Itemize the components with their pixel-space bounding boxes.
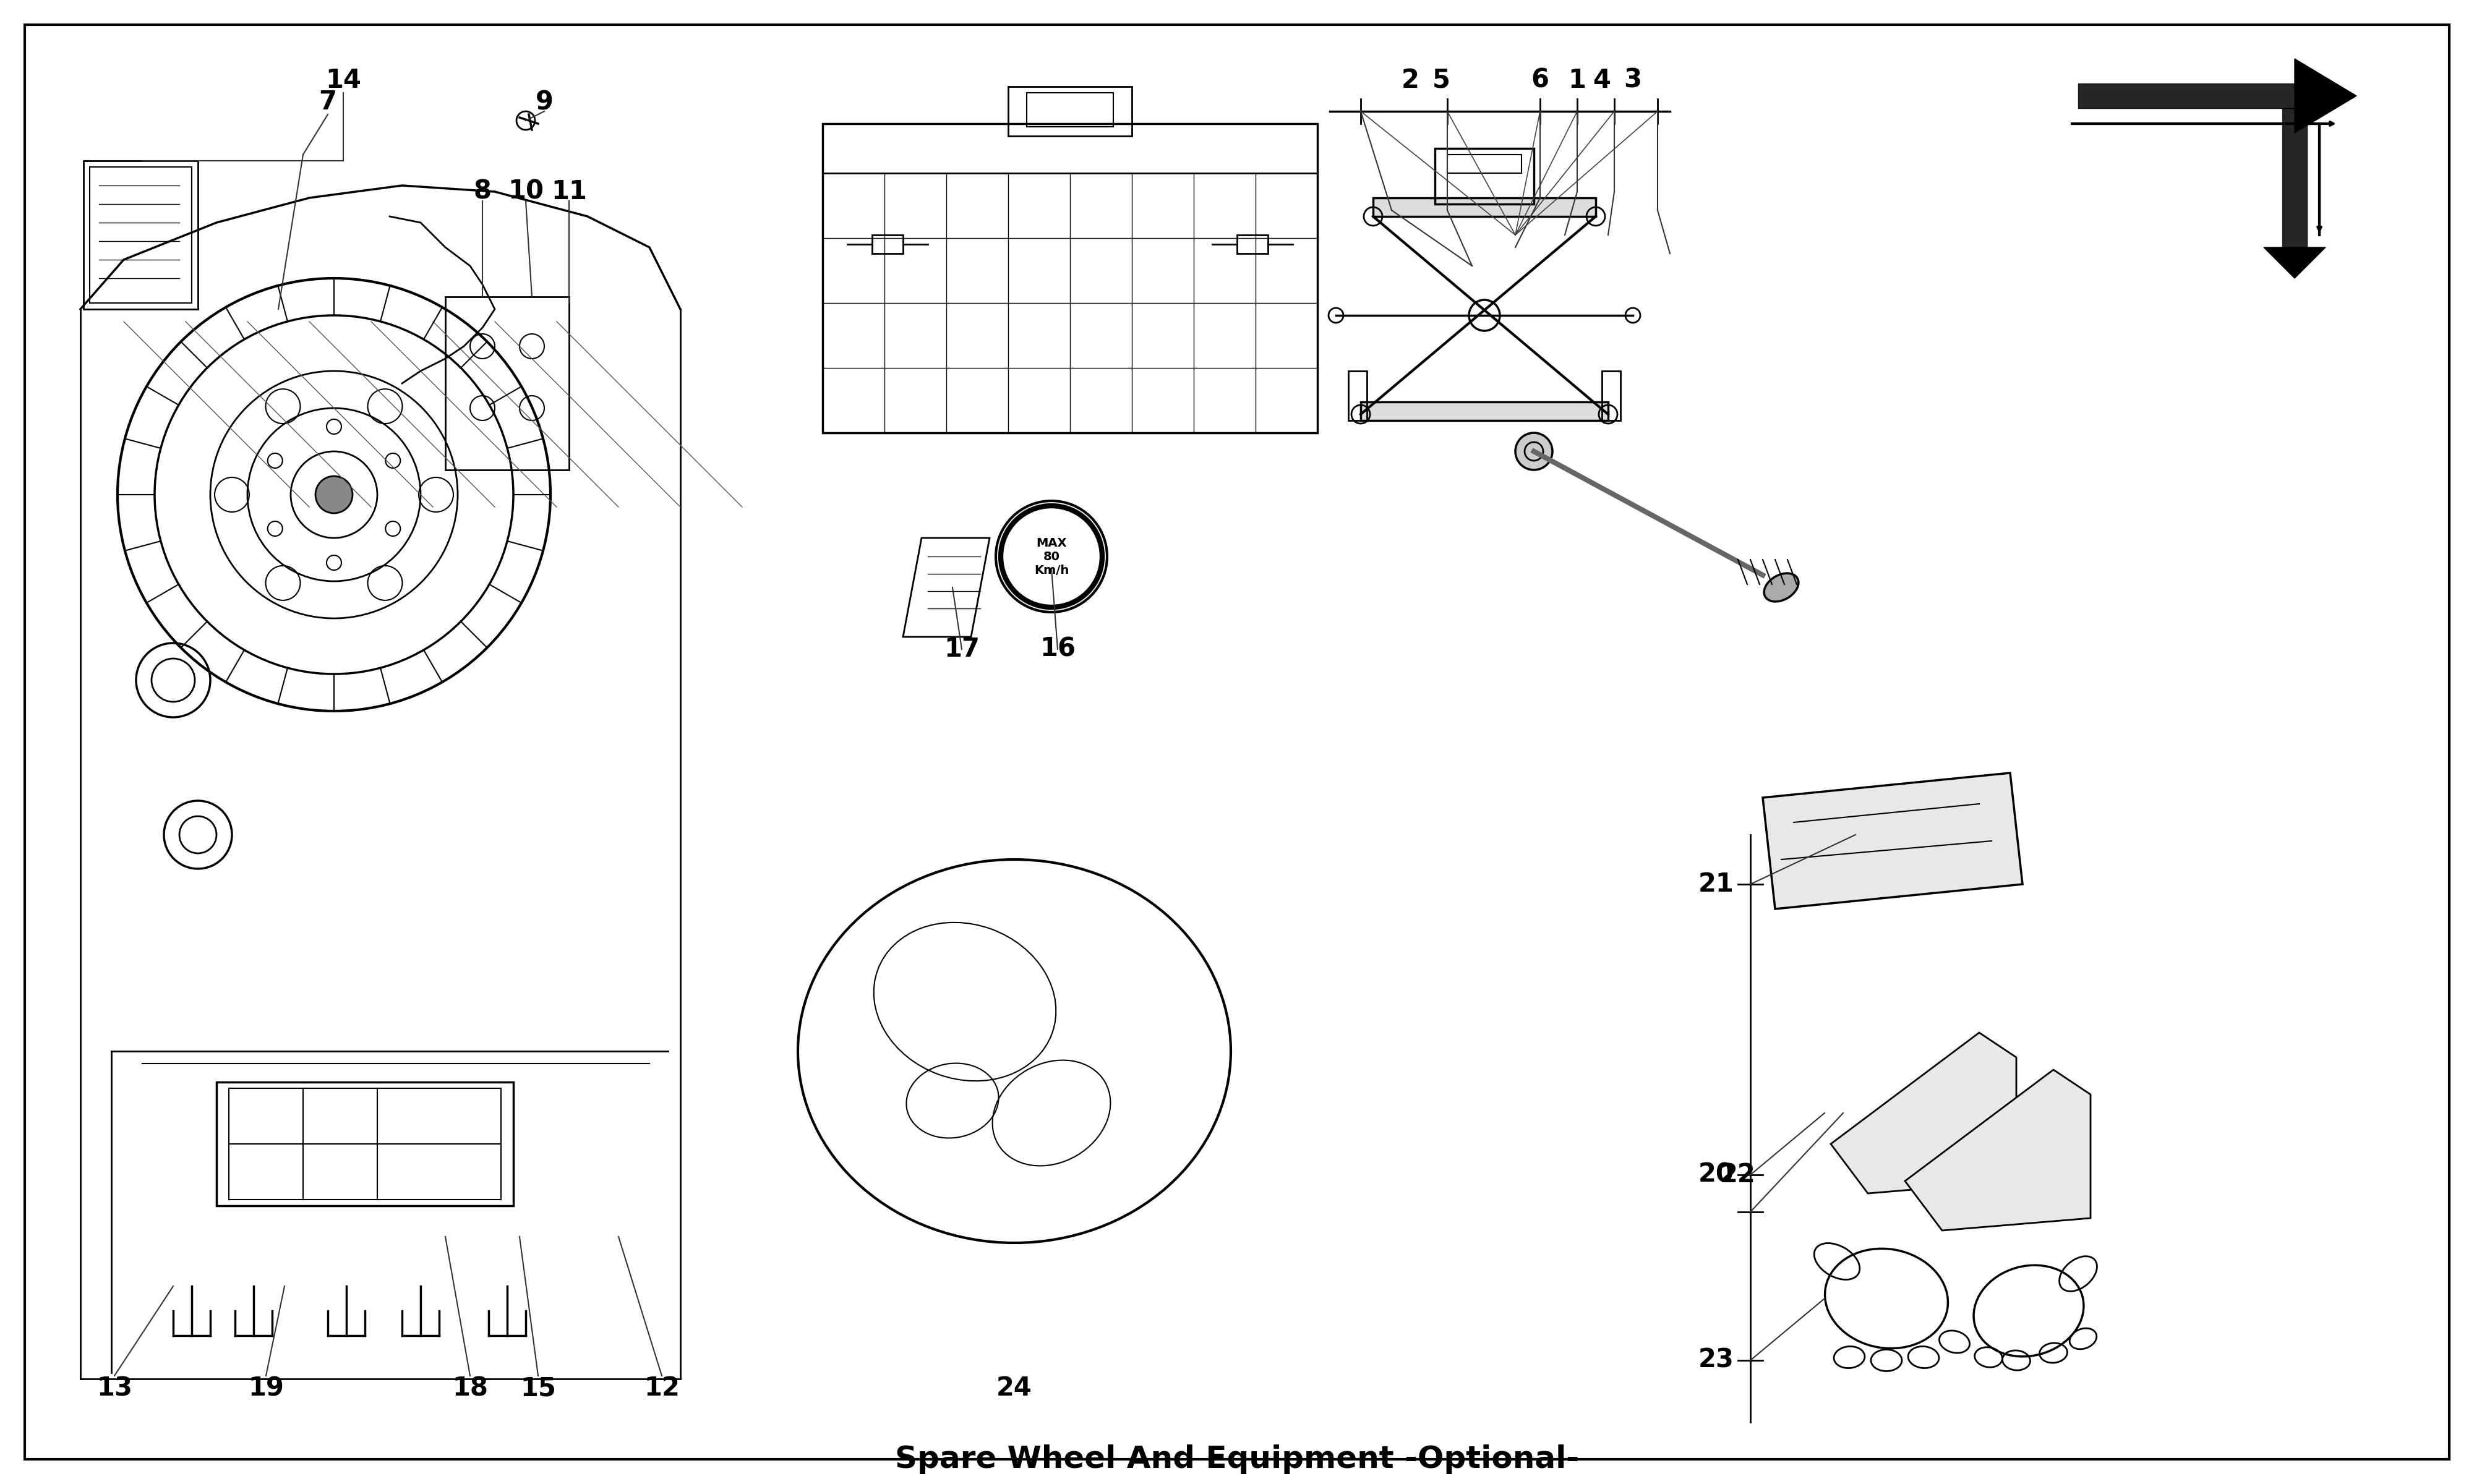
Bar: [1435, 148, 1534, 203]
Polygon shape: [1761, 773, 2024, 908]
Bar: [445, 297, 569, 470]
Text: 7: 7: [319, 89, 336, 114]
Text: 21: 21: [1700, 871, 1734, 898]
Text: 4: 4: [1593, 67, 1611, 93]
Text: 12: 12: [643, 1376, 680, 1401]
Text: 5: 5: [1432, 67, 1450, 93]
Text: 23: 23: [1700, 1347, 1734, 1373]
Text: 18: 18: [453, 1376, 487, 1401]
Bar: [218, 1082, 515, 1205]
Bar: [89, 166, 193, 303]
Text: 22: 22: [1719, 1162, 1757, 1187]
Polygon shape: [2296, 59, 2355, 134]
Polygon shape: [903, 537, 990, 637]
Text: 19: 19: [247, 1376, 285, 1401]
Circle shape: [1002, 508, 1101, 605]
Polygon shape: [1831, 1033, 2016, 1193]
Text: 10: 10: [507, 178, 544, 205]
Text: Spare Wheel And Equipment -Optional-: Spare Wheel And Equipment -Optional-: [896, 1444, 1578, 1474]
Text: MAX
80
Km/h: MAX 80 Km/h: [1034, 537, 1069, 576]
Ellipse shape: [1764, 573, 1799, 601]
Text: 15: 15: [520, 1376, 557, 1401]
Bar: [1603, 371, 1620, 420]
Text: 17: 17: [945, 637, 980, 662]
Bar: [821, 123, 1316, 433]
Bar: [1373, 197, 1596, 217]
Polygon shape: [1905, 1070, 2091, 1230]
Bar: [84, 160, 198, 309]
Bar: [871, 234, 903, 254]
Text: 14: 14: [327, 67, 361, 93]
Bar: [1348, 371, 1366, 420]
Bar: [1237, 234, 1267, 254]
Bar: [821, 123, 1316, 174]
Text: 11: 11: [552, 178, 586, 205]
Text: 1: 1: [1569, 67, 1586, 93]
Circle shape: [317, 476, 354, 513]
Bar: [1009, 86, 1133, 137]
Text: 2: 2: [1400, 67, 1420, 93]
Text: 9: 9: [534, 89, 554, 114]
Text: 6: 6: [1531, 67, 1549, 93]
Text: 20: 20: [1700, 1162, 1734, 1187]
Bar: [1447, 154, 1522, 174]
Bar: [228, 1088, 500, 1199]
Text: 13: 13: [96, 1376, 134, 1401]
Text: 3: 3: [1623, 67, 1643, 93]
Bar: [1027, 92, 1113, 126]
Bar: [1361, 402, 1608, 420]
Text: 24: 24: [997, 1376, 1032, 1401]
Text: 16: 16: [1039, 637, 1076, 662]
Circle shape: [1514, 433, 1554, 470]
Text: 8: 8: [473, 178, 492, 205]
Polygon shape: [2264, 248, 2326, 279]
